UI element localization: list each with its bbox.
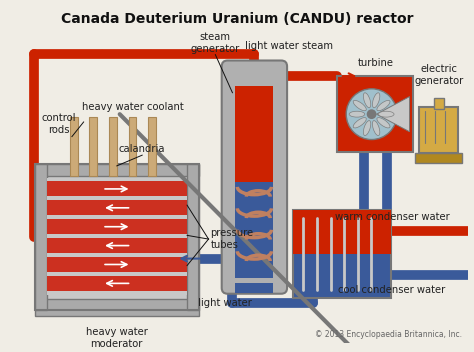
Ellipse shape [353,118,366,128]
Ellipse shape [378,111,394,117]
Text: calandria: calandria [119,144,165,154]
Bar [434,98,444,109]
Bar [46,181,187,196]
Text: heavy water coolant: heavy water coolant [82,102,183,112]
Bar [46,234,187,238]
Bar [46,196,187,200]
Bar [337,76,413,152]
Bar [35,164,199,176]
Bar [109,117,117,176]
Bar [46,276,187,291]
Text: © 2013 Encyclopaedia Britannica, Inc.: © 2013 Encyclopaedia Britannica, Inc. [315,329,462,339]
Bar [46,257,187,272]
Bar [46,272,187,276]
Bar [46,253,187,257]
Text: turbine: turbine [357,58,393,68]
FancyBboxPatch shape [222,61,287,294]
Bar [46,215,187,219]
Text: light water steam: light water steam [245,41,333,51]
Bar [46,291,187,295]
Text: heavy water
moderator: heavy water moderator [86,327,148,348]
Text: cool condenser water: cool condenser water [338,285,446,295]
Ellipse shape [373,93,380,108]
Ellipse shape [377,118,390,128]
Bar [35,164,46,310]
Bar [415,153,462,163]
Polygon shape [376,96,410,132]
Bar [187,164,199,310]
Ellipse shape [364,93,371,108]
Text: control
rods: control rods [42,113,76,135]
Bar [293,210,391,254]
Text: warm condenser water: warm condenser water [335,212,449,221]
Bar [236,283,273,293]
Bar [236,182,273,278]
Ellipse shape [353,100,366,111]
Circle shape [346,89,397,139]
Text: electric
generator: electric generator [414,64,464,86]
Bar [46,178,187,181]
Bar [35,298,199,316]
Bar [46,200,187,215]
Bar [148,117,156,176]
Text: Canada Deuterium Uranium (CANDU) reactor: Canada Deuterium Uranium (CANDU) reactor [61,12,413,26]
Bar [46,219,187,234]
Bar [90,117,97,176]
Bar [128,117,137,176]
Bar [70,117,78,176]
Text: steam
generator: steam generator [191,32,240,54]
Ellipse shape [349,111,365,117]
Bar [46,176,187,298]
Text: light water: light water [198,298,252,308]
Ellipse shape [364,121,371,136]
Bar [419,107,458,153]
Ellipse shape [377,100,390,111]
Bar [236,86,273,182]
Text: pressure
tubes: pressure tubes [210,228,254,250]
Ellipse shape [373,121,380,136]
Bar [293,210,391,298]
Circle shape [367,109,376,119]
Bar [46,238,187,253]
Bar [35,164,199,310]
